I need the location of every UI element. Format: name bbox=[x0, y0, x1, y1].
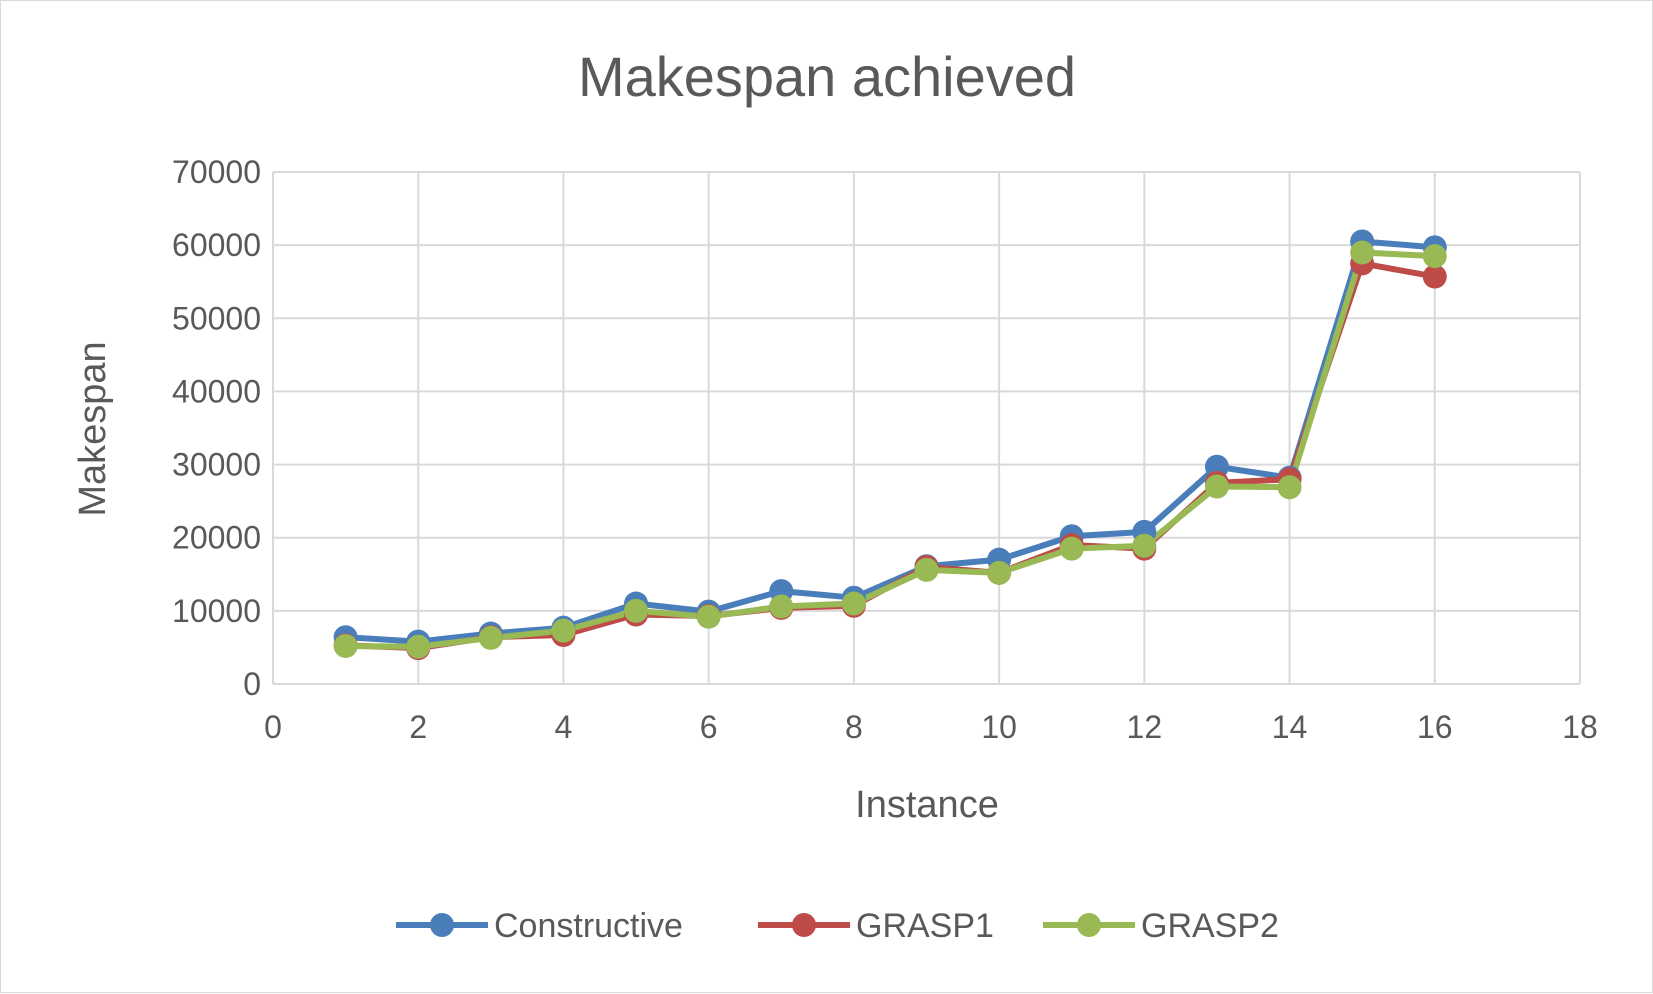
x-tick-label: 14 bbox=[1272, 709, 1308, 745]
legend-label: Constructive bbox=[494, 907, 683, 945]
x-tick-label: 8 bbox=[845, 709, 863, 745]
legend-marker bbox=[430, 913, 454, 937]
data-point bbox=[1132, 533, 1157, 558]
gridlines bbox=[272, 171, 1581, 685]
data-point bbox=[1350, 240, 1375, 265]
x-tick-label: 0 bbox=[264, 709, 282, 745]
series-line bbox=[345, 238, 1436, 645]
x-tick-label: 10 bbox=[981, 709, 1017, 745]
y-tick-label: 60000 bbox=[172, 227, 261, 263]
series-layer bbox=[333, 229, 1447, 661]
data-point bbox=[624, 598, 649, 623]
x-tick-label: 4 bbox=[555, 709, 573, 745]
legend-marker bbox=[792, 913, 816, 937]
data-point bbox=[551, 618, 576, 643]
y-tick-label: 0 bbox=[243, 666, 261, 702]
axes: 0 10000 20000 30000 40000 50000 60000 70000 0 2 4 6… bbox=[172, 154, 1598, 745]
chart-title: Makespan achieved bbox=[578, 45, 1076, 108]
data-point bbox=[1059, 536, 1084, 561]
data-point bbox=[987, 560, 1012, 585]
x-axis-title: Instance bbox=[855, 784, 999, 826]
x-tick-label: 2 bbox=[409, 709, 427, 745]
data-point bbox=[333, 633, 358, 658]
data-point bbox=[1204, 474, 1229, 499]
data-point bbox=[478, 625, 503, 650]
data-point bbox=[914, 557, 939, 582]
y-tick-label: 40000 bbox=[172, 373, 261, 409]
y-tick-label: 20000 bbox=[172, 520, 261, 556]
x-tick-label: 12 bbox=[1127, 709, 1163, 745]
legend-marker bbox=[1077, 913, 1101, 937]
data-point bbox=[1277, 475, 1302, 500]
y-tick-label: 30000 bbox=[172, 447, 261, 483]
x-tick-label: 18 bbox=[1562, 709, 1598, 745]
x-tick-label: 6 bbox=[700, 709, 718, 745]
y-axis-title: Makespan bbox=[72, 341, 114, 516]
y-tick-label: 50000 bbox=[172, 300, 261, 336]
data-point bbox=[1422, 264, 1447, 289]
y-tick-label: 10000 bbox=[172, 593, 261, 629]
data-point bbox=[696, 604, 721, 629]
data-point bbox=[406, 634, 431, 659]
data-point bbox=[1422, 244, 1447, 269]
legend-label: GRASP1 bbox=[856, 907, 994, 945]
y-tick-label: 70000 bbox=[172, 154, 261, 190]
data-point bbox=[841, 591, 866, 616]
legend-label: GRASP2 bbox=[1141, 907, 1279, 945]
x-tick-label: 16 bbox=[1417, 709, 1453, 745]
series-line bbox=[345, 260, 1436, 652]
data-point bbox=[769, 594, 794, 619]
legend: Constructive GRASP1 GRASP2 bbox=[396, 907, 1279, 945]
series-line bbox=[345, 249, 1435, 650]
